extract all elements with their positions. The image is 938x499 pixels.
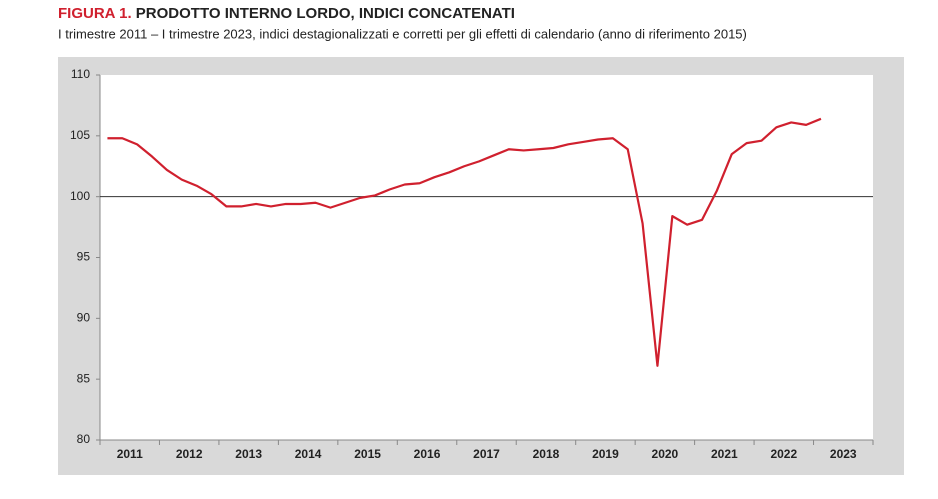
data-line: [107, 117, 822, 367]
chart-subtitle: I trimestre 2011 – I trimestre 2023, ind…: [58, 26, 747, 41]
x-tick-label: 2015: [354, 447, 381, 461]
y-tick-label: 110: [71, 67, 90, 81]
x-tick-label: 2022: [770, 447, 797, 461]
y-tick-label: 85: [77, 371, 91, 385]
title-label: FIGURA 1.: [58, 5, 132, 22]
y-tick-label: 80: [77, 432, 91, 446]
x-tick-label: 2016: [414, 447, 441, 461]
x-tick-label: 2014: [295, 447, 322, 461]
x-tick-label: 2011: [117, 447, 143, 461]
plot-area: [100, 75, 873, 440]
y-tick-label: 105: [70, 128, 90, 142]
title-text: PRODOTTO INTERNO LORDO, INDICI CONCATENA…: [136, 5, 515, 22]
y-tick-label: 100: [70, 189, 90, 203]
x-tick-label: 2017: [473, 447, 500, 461]
chart-title: FIGURA 1. PRODOTTO INTERNO LORDO, INDICI…: [58, 5, 515, 22]
x-tick-label: 2012: [176, 447, 203, 461]
y-tick-label: 95: [77, 250, 91, 264]
x-tick-label: 2019: [592, 447, 619, 461]
x-tick-label: 2018: [533, 447, 560, 461]
x-tick-label: 2013: [235, 447, 262, 461]
y-tick-label: 90: [77, 311, 91, 325]
x-tick-label: 2023: [830, 447, 857, 461]
x-tick-label: 2020: [652, 447, 679, 461]
x-tick-label: 2021: [711, 447, 738, 461]
